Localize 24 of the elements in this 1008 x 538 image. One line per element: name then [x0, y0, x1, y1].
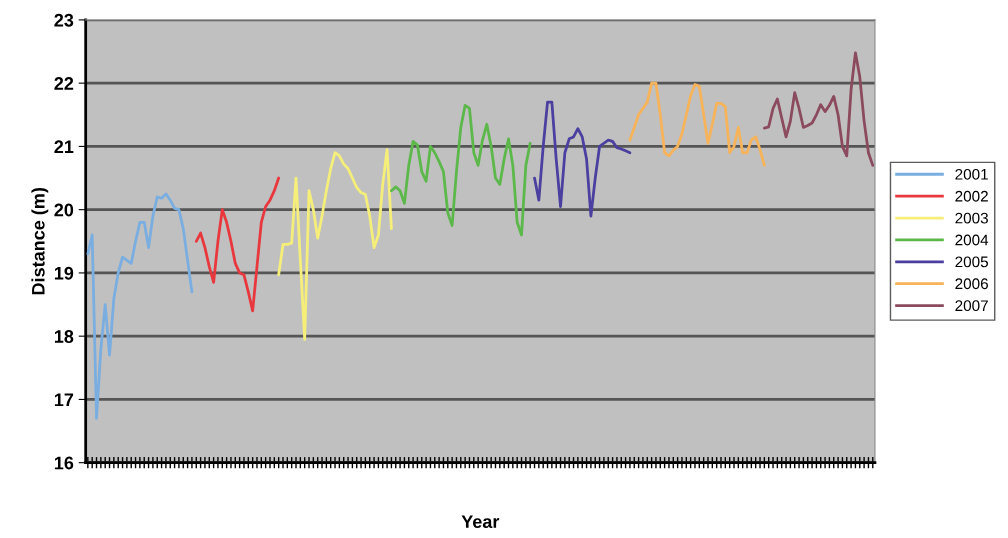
y-tick-label: 17 [54, 393, 74, 406]
y-tick-label: 19 [54, 266, 74, 280]
line-series [762, 51, 875, 167]
line-series [390, 103, 532, 237]
legend-label: 2002 [955, 190, 988, 202]
line-series [194, 176, 281, 313]
line-series [277, 148, 393, 341]
y-axis-title: Distance (m) [31, 188, 49, 295]
y-tick-label: 21 [54, 140, 74, 153]
legend-label: 2004 [955, 234, 989, 246]
line-series [533, 100, 632, 218]
x-axis-title: Year [461, 515, 500, 529]
y-tick-label: 16 [54, 456, 74, 470]
y-tick-label: 20 [54, 203, 74, 217]
y-tick-label: 18 [54, 330, 74, 343]
y-tick-label: 22 [54, 77, 74, 90]
legend-label: 2007 [955, 300, 988, 312]
legend-label: 2005 [955, 256, 988, 268]
line-series [86, 192, 194, 420]
line-series [628, 81, 766, 167]
legend-label: 2003 [955, 212, 988, 224]
legend-label: 2006 [955, 278, 988, 290]
legend-label: 2001 [955, 168, 988, 180]
y-tick-label: 23 [54, 13, 74, 27]
